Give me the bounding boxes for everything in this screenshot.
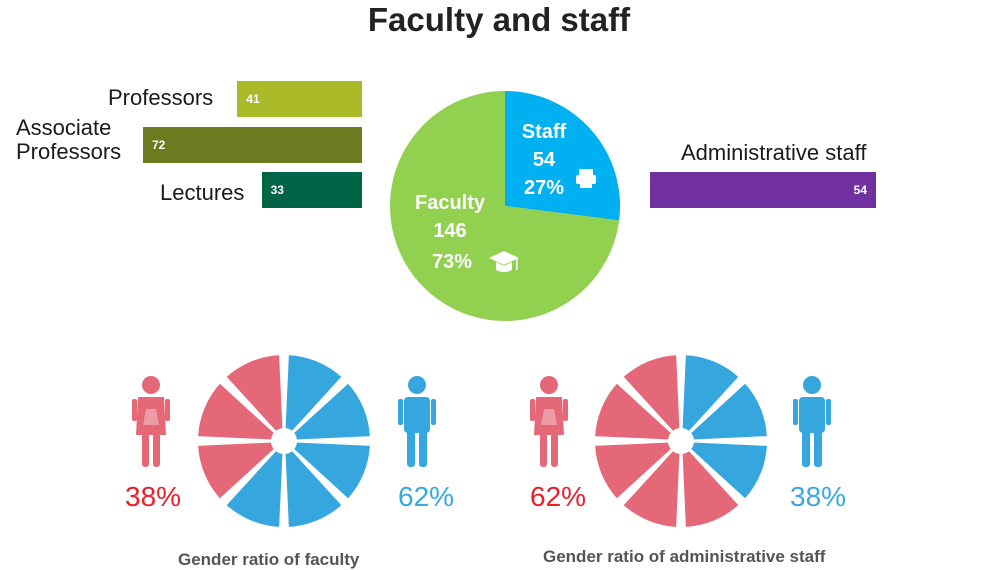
wheel-segment-male xyxy=(283,353,345,434)
wheel-segment-female xyxy=(593,440,674,502)
male-icon xyxy=(793,376,831,467)
pie-label-faculty: Faculty xyxy=(415,192,486,214)
bar-label-lectures: Lectures xyxy=(160,180,245,205)
wheel-segment-male xyxy=(680,353,742,434)
wheel-segment-female xyxy=(593,380,674,442)
printer-icon xyxy=(576,169,596,188)
page-title: Faculty and staff xyxy=(367,1,631,38)
female-icon xyxy=(530,376,568,467)
gender-ratio-staff-chart xyxy=(593,353,769,529)
wheel-segment-male xyxy=(223,448,285,529)
wheel-segment-male xyxy=(291,380,372,442)
wheel-segment-male xyxy=(688,440,769,502)
caption-gender-faculty: Gender ratio of faculty xyxy=(178,550,360,569)
wheel-segment-male xyxy=(291,440,372,502)
bar-value-label: 33 xyxy=(270,183,284,197)
wheel-segment-female xyxy=(196,380,277,442)
male-percent-staff: 38% xyxy=(790,481,847,512)
wheel-segment-female xyxy=(620,448,682,529)
wheel-segment-male xyxy=(283,448,345,529)
pie-slice-faculty xyxy=(390,91,620,321)
pie-label-staff: Staff xyxy=(522,121,567,143)
female-percent-staff: 62% xyxy=(530,481,587,512)
wheel-segment-female xyxy=(196,440,277,502)
pie-value-faculty: 146 xyxy=(433,220,466,242)
female-percent-faculty: 38% xyxy=(125,481,182,512)
graduation-cap-icon xyxy=(489,251,519,272)
bar-label-administrative-staff: Administrative staff xyxy=(681,140,867,165)
pie-percent-faculty: 73% xyxy=(432,251,472,273)
wheel-segment-male xyxy=(688,380,769,442)
male-icon xyxy=(398,376,436,467)
bar-label-associate-professors: Associate Professors xyxy=(16,115,122,164)
faculty-staff-pie-chart: Staff 54 27% Faculty 146 73% xyxy=(390,91,620,321)
caption-gender-staff: Gender ratio of administrative staff xyxy=(543,547,826,566)
pie-percent-staff: 27% xyxy=(524,177,564,199)
pie-value-staff: 54 xyxy=(533,149,556,171)
bar-administrative-staff: 54 xyxy=(650,172,876,208)
bar-label-professors: Professors xyxy=(108,85,214,110)
wheel-segment-female xyxy=(680,448,742,529)
bar-value-label: 54 xyxy=(853,183,867,197)
bar-value-label: 72 xyxy=(152,138,166,152)
bar-value-label: 41 xyxy=(246,92,260,106)
male-percent-faculty: 62% xyxy=(398,481,455,512)
gender-ratio-faculty-chart xyxy=(196,353,372,529)
bar-lectures: 33 xyxy=(261,172,362,208)
pie-slice-staff xyxy=(505,91,620,221)
bar-associate-professors: 72 xyxy=(143,127,362,163)
female-icon xyxy=(132,376,170,467)
wheel-segment-female xyxy=(620,353,682,434)
bar-professors: 41 xyxy=(237,81,362,117)
wheel-segment-female xyxy=(223,353,285,434)
